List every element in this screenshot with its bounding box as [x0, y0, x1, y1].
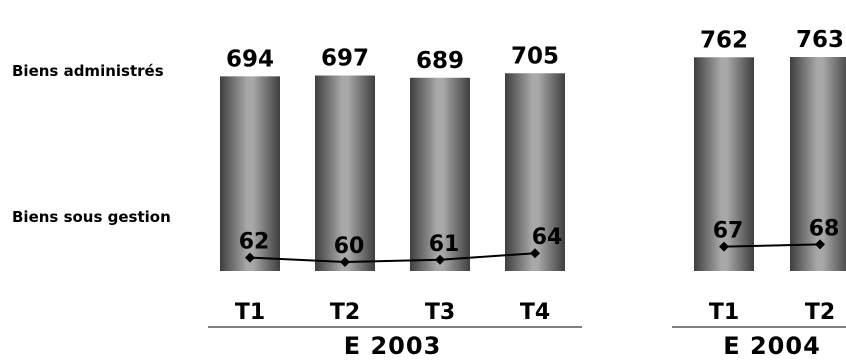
category-label: T1 [709, 300, 739, 325]
bar [410, 77, 470, 271]
plot-area: 694 697 689 705 62 60 61 64 T1 T2 T3 T4 E 2003 762 763… [208, 27, 846, 360]
bar-value-label: 694 [226, 46, 274, 72]
line-series [249, 252, 536, 264]
line-point [815, 239, 825, 250]
line-point [340, 257, 350, 267]
bar-value-label: 689 [416, 48, 464, 74]
bar-value-label: 762 [700, 27, 748, 53]
line-point [245, 252, 255, 263]
bar [694, 57, 754, 271]
category-label: T1 [235, 300, 265, 325]
group-label: E 2004 [723, 332, 821, 360]
bar [790, 57, 846, 271]
line-value-label: 60 [334, 234, 365, 259]
bar-value-label: 697 [321, 46, 369, 72]
line-point [530, 248, 540, 259]
line-value-label: 64 [532, 225, 563, 250]
line-value-label: 62 [239, 230, 270, 255]
line-value-label: 68 [809, 216, 840, 241]
line-value-label: 67 [713, 219, 744, 244]
bar [220, 76, 280, 271]
bar [315, 75, 375, 271]
line-series [723, 243, 821, 248]
line-series-label: Biens sous gestion [12, 208, 171, 226]
category-label: T3 [425, 300, 455, 325]
group-label: E 2003 [344, 332, 442, 360]
bar [505, 73, 565, 271]
category-label: T2 [330, 300, 360, 325]
category-label: T2 [805, 300, 835, 325]
bar-series-label: Biens administrés [12, 62, 164, 80]
line-point [435, 254, 445, 265]
line-point [719, 241, 729, 252]
line-value-label: 61 [429, 232, 460, 257]
category-label: T4 [520, 300, 550, 325]
bar-value-label: 763 [796, 27, 844, 53]
bar-value-label: 705 [511, 43, 559, 69]
